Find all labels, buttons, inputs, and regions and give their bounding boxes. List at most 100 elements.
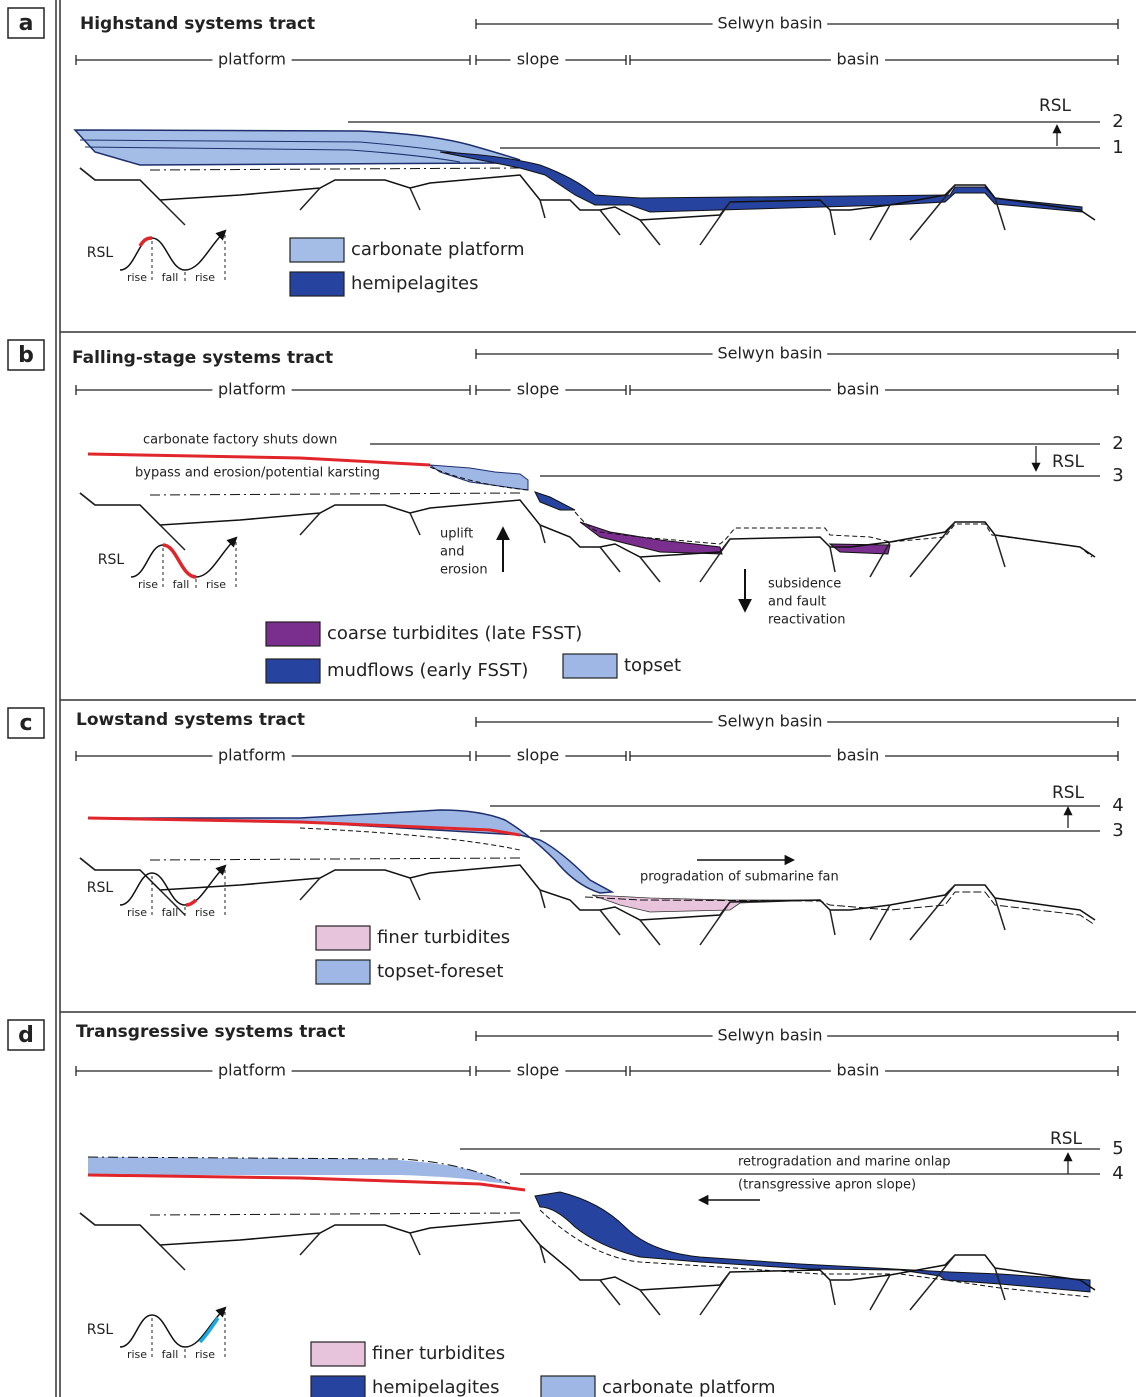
legend-swatch: [311, 1342, 365, 1366]
fault: [160, 1245, 185, 1270]
panel-label: a: [19, 11, 34, 36]
zone-label: slope: [517, 50, 560, 69]
fault: [410, 188, 420, 210]
legend-label: carbonate platform: [351, 239, 525, 260]
sea-level-number: 5: [1112, 1138, 1123, 1159]
fault: [640, 220, 660, 245]
legend-label: coarse turbidites (late FSST): [327, 623, 582, 644]
geology-d: [88, 1157, 1090, 1297]
fault: [600, 210, 620, 235]
annotation: reactivation: [768, 613, 845, 628]
sea-level-number: 4: [1112, 1163, 1123, 1184]
panel-label: b: [18, 343, 34, 368]
annotation: bypass and erosion/potential karsting: [135, 466, 380, 481]
legend-swatch: [266, 659, 320, 683]
fault: [160, 200, 185, 225]
legend-swatch: [316, 960, 370, 984]
curve-label: RSL: [87, 245, 114, 261]
fault: [540, 200, 545, 218]
curve-label: RSL: [87, 880, 114, 896]
rsl-curve: [120, 231, 225, 270]
curve-label: RSL: [87, 1322, 114, 1338]
curve-highlight: [163, 545, 196, 577]
fault: [300, 188, 320, 210]
region-label: Selwyn basin: [717, 344, 822, 363]
dash-dot-line: [150, 168, 520, 170]
geology-a: [75, 130, 1082, 212]
fault: [600, 547, 620, 572]
zone-label: platform: [218, 1061, 286, 1080]
annotation: carbonate factory shuts down: [143, 433, 337, 448]
curve-phase: fall: [173, 578, 190, 591]
legend-label: hemipelagites: [351, 273, 479, 294]
annotation: and: [440, 545, 464, 560]
region-label: Selwyn basin: [717, 14, 822, 33]
curve-phase: fall: [162, 271, 179, 284]
zone-label: basin: [837, 50, 880, 69]
fault: [995, 535, 1005, 567]
legend-label: hemipelagites: [372, 1377, 500, 1397]
annotation: and fault: [768, 595, 826, 610]
zone-label: basin: [837, 380, 880, 399]
panel-title: Falling-stage systems tract: [72, 348, 333, 368]
fault: [300, 513, 320, 535]
legend-swatch: [563, 654, 617, 678]
legend-swatch: [316, 926, 370, 950]
dash-dot-line: [150, 858, 520, 860]
rsl-label: RSL: [1052, 452, 1085, 472]
fault: [80, 493, 95, 505]
panel-title: Transgressive systems tract: [76, 1022, 345, 1042]
fault: [910, 522, 955, 577]
annotation: progradation of submarine fan: [640, 870, 839, 885]
fault: [80, 1213, 95, 1225]
fault: [830, 547, 835, 572]
sea-level-number: 4: [1112, 795, 1123, 816]
zone-label: platform: [218, 50, 286, 69]
fault: [300, 878, 320, 900]
fault: [910, 885, 955, 940]
curve-phase: rise: [127, 1348, 147, 1361]
panel-label: d: [18, 1023, 34, 1048]
fault: [995, 898, 1005, 930]
curve-label: RSL: [98, 552, 125, 568]
curve-highlight: [200, 1318, 218, 1342]
fault: [540, 525, 545, 543]
fault: [600, 910, 620, 935]
zone-label: slope: [517, 1061, 560, 1080]
rsl-label: RSL: [1050, 1129, 1083, 1149]
legend-label: carbonate platform: [602, 1377, 776, 1397]
fault: [80, 168, 95, 180]
sea-level-number: 2: [1112, 433, 1123, 454]
annotation: retrogradation and marine onlap: [738, 1155, 951, 1170]
panel-title: Highstand systems tract: [80, 14, 315, 34]
curve-phase: rise: [195, 906, 215, 919]
curve-phase: rise: [195, 1348, 215, 1361]
fault: [410, 513, 420, 535]
fault: [910, 1255, 955, 1310]
rsl-curve: [131, 538, 236, 577]
curve-phase: fall: [162, 1348, 179, 1361]
zone-label: slope: [517, 380, 560, 399]
sea-level-number: 3: [1112, 465, 1123, 486]
fault: [910, 185, 955, 240]
region-label: Selwyn basin: [717, 1026, 822, 1045]
legend-swatch: [311, 1376, 365, 1397]
fault: [640, 557, 660, 582]
rsl-curve: [120, 866, 225, 905]
fault: [870, 905, 890, 940]
panel-title: Lowstand systems tract: [76, 710, 305, 730]
zone-label: slope: [517, 746, 560, 765]
curve-phase: rise: [127, 271, 147, 284]
rsl-curve: [120, 1308, 225, 1347]
fault: [830, 210, 835, 235]
legend-swatch: [541, 1376, 595, 1397]
fault: [700, 1272, 730, 1315]
rsl-label: RSL: [1052, 783, 1085, 803]
dash-dot-line: [150, 493, 520, 495]
fault: [410, 878, 420, 900]
sea-level-number: 2: [1112, 111, 1123, 132]
basement: [80, 858, 1095, 920]
curve-highlight: [186, 900, 196, 905]
geology-c: [88, 810, 1095, 925]
